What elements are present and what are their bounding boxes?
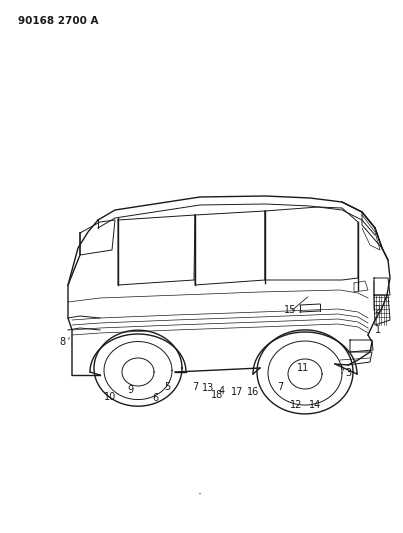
- Text: 7: 7: [277, 382, 283, 392]
- Text: 1: 1: [375, 325, 381, 335]
- Text: 9: 9: [127, 385, 133, 395]
- Text: 15: 15: [284, 305, 296, 315]
- Text: 90168 2700 A: 90168 2700 A: [18, 16, 98, 26]
- Text: .: .: [198, 483, 202, 497]
- Text: 13: 13: [202, 383, 214, 393]
- Text: 11: 11: [297, 363, 309, 373]
- Text: 7: 7: [192, 382, 198, 392]
- Text: 12: 12: [290, 400, 302, 410]
- Text: 3: 3: [345, 368, 351, 378]
- Text: 18: 18: [211, 390, 223, 400]
- Text: 2: 2: [374, 305, 380, 315]
- Text: 5: 5: [164, 382, 170, 392]
- Text: 6: 6: [152, 393, 158, 403]
- Text: 8: 8: [59, 337, 65, 347]
- Text: 14: 14: [309, 400, 321, 410]
- Text: 17: 17: [231, 387, 243, 397]
- Text: 4: 4: [219, 386, 225, 396]
- Text: 10: 10: [104, 392, 116, 402]
- Text: 16: 16: [247, 387, 259, 397]
